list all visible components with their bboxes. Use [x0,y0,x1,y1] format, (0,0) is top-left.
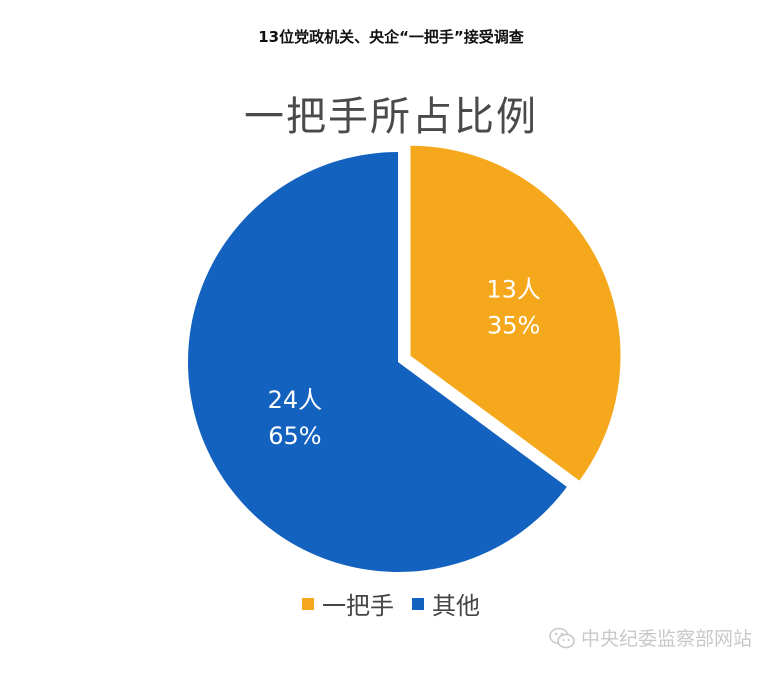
legend-item-qita: 其他 [412,586,480,621]
legend-item-yibashou: 一把手 [302,586,394,621]
slice-yibashou-percent-label: 35% [487,312,540,340]
watermark: 中央纪委监察部网站 [549,624,752,651]
legend-swatch-yibashou [302,597,314,610]
slice-qita-percent-label: 65% [268,422,321,450]
legend-swatch-qita [412,597,424,610]
legend-label-qita: 其他 [432,592,480,620]
slice-qita [188,151,567,572]
watermark-text: 中央纪委监察部网站 [580,628,752,650]
wechat-icon [549,627,575,648]
slice-yibashou [410,145,621,481]
legend-label-yibashou: 一把手 [322,592,394,620]
slice-qita-count-label: 24人 [268,386,323,414]
chart-legend: 一把手 其他 [0,586,782,621]
page-top-title: 13位党政机关、央企“一把手”接受调查 [258,28,524,46]
chart-title: 一把手所占比例 [244,94,538,140]
slice-yibashou-count-label: 13人 [486,276,541,304]
